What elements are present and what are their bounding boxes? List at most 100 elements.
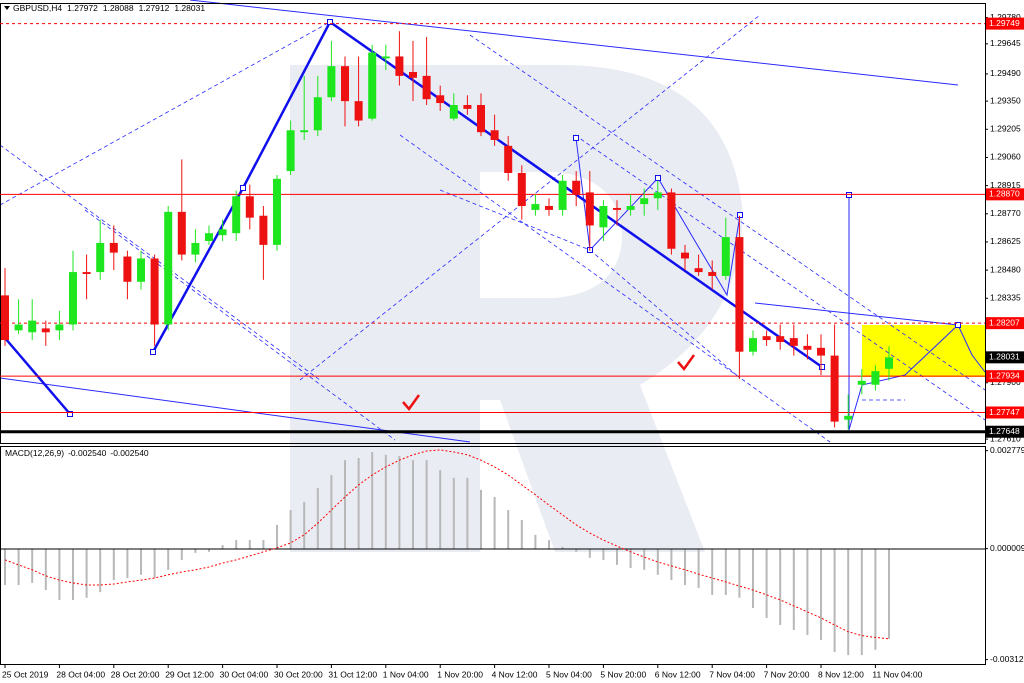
macd-readout: -0.002540 bbox=[68, 448, 107, 458]
header: GBPUSD,H4 1.27972 1.28088 1.27912 1.28031 bbox=[13, 3, 205, 13]
candle-body bbox=[844, 415, 853, 420]
quote-value: 1.28088 bbox=[103, 3, 134, 13]
macd-bar bbox=[575, 548, 578, 552]
macd-bar bbox=[58, 548, 61, 600]
candle-body bbox=[504, 145, 513, 173]
candle-body bbox=[762, 336, 771, 341]
y-tick-label: 1.29205 bbox=[990, 124, 1021, 134]
quote-value: 1.27912 bbox=[139, 3, 170, 13]
macd-bar bbox=[439, 470, 442, 549]
macd-bar bbox=[452, 477, 455, 549]
candle-body bbox=[653, 192, 662, 199]
candle-body bbox=[749, 338, 757, 352]
macd-bar bbox=[779, 548, 782, 626]
x-tick-label: 5 Nov 04:00 bbox=[546, 669, 592, 679]
trendline bbox=[84, 209, 396, 441]
macd-bar bbox=[765, 548, 768, 618]
candle-body bbox=[150, 258, 159, 325]
trendline bbox=[439, 189, 591, 251]
candle-body bbox=[381, 56, 390, 59]
candle-body bbox=[572, 180, 581, 195]
candle-body bbox=[164, 211, 173, 325]
macd-bar bbox=[384, 454, 387, 549]
level-label: 1.28207 bbox=[989, 317, 1020, 327]
macd-bar bbox=[330, 475, 333, 549]
candle-body bbox=[449, 105, 458, 119]
candle-body bbox=[286, 130, 295, 172]
macd-bar bbox=[860, 548, 863, 656]
candle-body bbox=[803, 345, 812, 350]
x-tick-label: 1 Nov 04:00 bbox=[383, 669, 429, 679]
macd-bar bbox=[276, 524, 278, 549]
macd-bar bbox=[153, 548, 156, 578]
candle-body bbox=[327, 66, 336, 98]
level-label: 1.28870 bbox=[989, 189, 1020, 199]
x-tick-label: 25 Oct 2019 bbox=[2, 669, 49, 679]
macd-bar bbox=[697, 548, 700, 588]
macd-bar bbox=[480, 489, 482, 549]
candle-body bbox=[735, 237, 744, 352]
candle-body bbox=[681, 252, 689, 259]
wave-point bbox=[846, 192, 852, 198]
trendline bbox=[189, 0, 959, 86]
macd-bar bbox=[412, 460, 414, 549]
candle-body bbox=[830, 355, 839, 422]
macd-bar bbox=[588, 548, 591, 558]
macd-bar bbox=[752, 548, 754, 609]
y-tick-label: 1.29060 bbox=[990, 152, 1021, 162]
symbol-icon bbox=[4, 6, 10, 10]
macd-bar bbox=[643, 548, 646, 570]
macd-bar bbox=[711, 548, 714, 595]
macd-bar bbox=[208, 548, 210, 552]
y-tick-label: 1.28770 bbox=[990, 208, 1021, 218]
wave-point bbox=[819, 364, 825, 370]
candle-body bbox=[191, 242, 200, 255]
candle-body bbox=[354, 101, 363, 121]
candle-body bbox=[640, 198, 649, 205]
x-tick-label: 7 Nov 04:00 bbox=[709, 669, 755, 679]
macd-bar bbox=[235, 540, 238, 549]
candle-body bbox=[137, 258, 145, 282]
level-label: 1.27648 bbox=[989, 426, 1020, 436]
trendline bbox=[469, 34, 986, 391]
macd-title: MACD(12,26,9) bbox=[5, 448, 64, 458]
candle-body bbox=[218, 229, 227, 236]
candle-body bbox=[55, 324, 64, 331]
macd-bar bbox=[561, 546, 564, 549]
macd-bar bbox=[425, 460, 428, 549]
candle-body bbox=[585, 192, 594, 226]
macd-bar bbox=[289, 510, 292, 549]
x-tick-label: 5 Nov 20:00 bbox=[600, 669, 646, 679]
macd-bar bbox=[262, 540, 265, 549]
candle-body bbox=[300, 130, 309, 133]
macd-bar bbox=[656, 548, 659, 575]
candle-body bbox=[96, 242, 105, 273]
macd-bar bbox=[72, 548, 74, 600]
y-tick-label: 1.29490 bbox=[990, 68, 1021, 78]
y-tick-label: 0.002779 bbox=[990, 445, 1024, 455]
candle-body bbox=[341, 66, 349, 102]
candle-body bbox=[109, 242, 118, 253]
macd-bar bbox=[112, 548, 115, 581]
target-zone bbox=[862, 325, 985, 377]
level-label-box bbox=[986, 317, 1024, 330]
macd-header: MACD(12,26,9) -0.002540 -0.002540 bbox=[5, 448, 149, 458]
trendline bbox=[589, 249, 741, 379]
level-label: 1.28031 bbox=[989, 352, 1020, 362]
x-tick-label: 7 Nov 20:00 bbox=[764, 669, 810, 679]
symbol: GBPUSD,H4 bbox=[13, 3, 62, 13]
candle-body bbox=[490, 130, 499, 140]
candle-body bbox=[205, 233, 213, 241]
macd-bar bbox=[534, 534, 537, 549]
y-tick-label: 1.28915 bbox=[990, 180, 1021, 190]
y-tick-label: 0.000009 bbox=[990, 543, 1024, 553]
candle-body bbox=[708, 272, 717, 276]
macd-bar bbox=[738, 548, 741, 598]
candle-body bbox=[776, 336, 785, 342]
candle-body bbox=[613, 207, 621, 210]
candle-body bbox=[123, 256, 132, 282]
macd-bar bbox=[493, 496, 496, 549]
y-tick-label: 1.27610 bbox=[990, 433, 1021, 443]
wave-point bbox=[655, 175, 661, 181]
macd-bar bbox=[4, 548, 6, 586]
